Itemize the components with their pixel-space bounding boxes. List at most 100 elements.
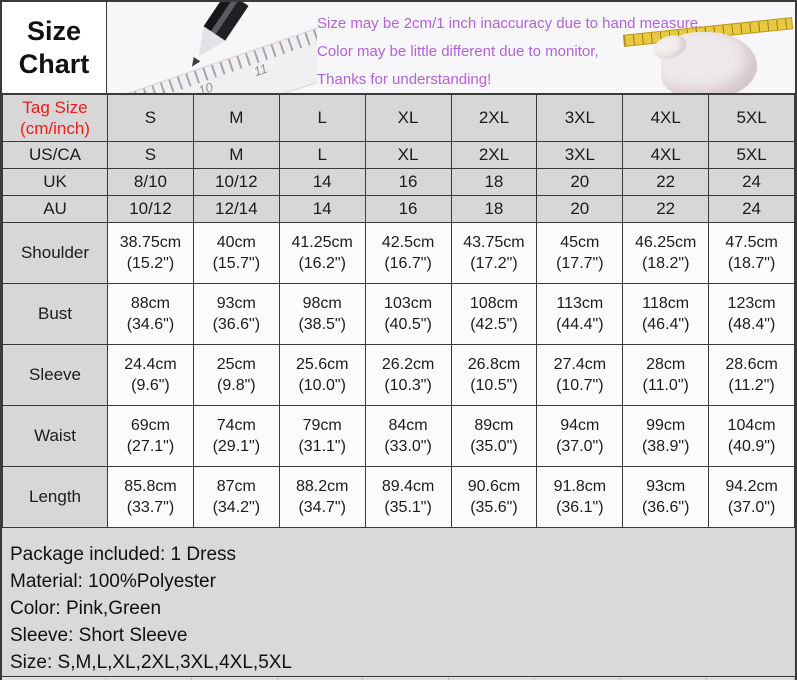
cell-uk-2XL: 18 xyxy=(450,168,538,196)
cell-waist-2XL: 89cm (35.0") xyxy=(450,405,538,467)
cell-tag-size-2XL: 2XL xyxy=(450,94,538,142)
cell-sleeve-4XL: 28cm (11.0") xyxy=(622,344,710,406)
row-label-tag-size: Tag Size (cm/inch) xyxy=(2,94,108,142)
cell-shoulder-5XL: 47.5cm (18.7") xyxy=(708,222,795,284)
cell-bust-S: 88cm (34.6") xyxy=(107,283,194,345)
measure-disclaimer: Size may be 2cm/1 inch inaccuracy due to… xyxy=(317,10,702,93)
cell-sleeve-S: 24.4cm (9.6") xyxy=(107,344,194,406)
info-line: Color: Pink,Green xyxy=(10,598,162,619)
cell-length-M: 87cm (34.2") xyxy=(192,466,280,528)
cell-uk-L: 14 xyxy=(278,168,366,196)
cell-tag-size-M: M xyxy=(192,94,280,142)
cell-tag-size-3XL: 3XL xyxy=(536,94,624,142)
cell-sleeve-2XL: 26.8cm (10.5") xyxy=(450,344,538,406)
cell-au-M: 12/14 xyxy=(192,195,280,223)
cell-waist-3XL: 94cm (37.0") xyxy=(536,405,624,467)
cell-length-XL: 89.4cm (35.1") xyxy=(364,466,452,528)
cell-tag-size-XL: XL xyxy=(364,94,452,142)
cell-tag-size-L: L xyxy=(278,94,366,142)
cell-bust-5XL: 123cm (48.4") xyxy=(708,283,795,345)
info-line: Size: S,M,L,XL,2XL,3XL,4XL,5XL xyxy=(10,652,293,673)
cell-waist-5XL: 104cm (40.9") xyxy=(708,405,795,467)
cell-waist-XL: 84cm (33.0") xyxy=(364,405,452,467)
hand-ruler-photo xyxy=(620,16,795,93)
cell-shoulder-M: 40cm (15.7") xyxy=(192,222,280,284)
cell-shoulder-S: 38.75cm (15.2") xyxy=(107,222,194,284)
info-line: Package included: 1 Dress xyxy=(10,544,237,565)
cell-bust-XL: 103cm (40.5") xyxy=(364,283,452,345)
cell-sleeve-M: 25cm (9.8") xyxy=(192,344,280,406)
table-row-shoulder: Shoulder 38.75cm (15.2") 40cm (15.7") 41.25cm… xyxy=(2,222,795,284)
cell-shoulder-XL: 42.5cm (16.7") xyxy=(364,222,452,284)
table-row-us-ca: US/CA S M L XL 2XL 3XL 4XL 5XL xyxy=(2,141,795,169)
cell-au-4XL: 22 xyxy=(622,195,710,223)
cell-au-L: 14 xyxy=(278,195,366,223)
cell-us-ca-L: L xyxy=(278,141,366,169)
cell-sleeve-XL: 26.2cm (10.3") xyxy=(364,344,452,406)
partial-grid-strip xyxy=(2,676,795,680)
header-banner: 9 10 11 Size may be 2cm/1 inch inaccurac… xyxy=(107,2,795,93)
cell-waist-M: 74cm (29.1") xyxy=(192,405,280,467)
info-line: Sleeve: Short Sleeve xyxy=(10,625,188,646)
cell-waist-4XL: 99cm (38.9") xyxy=(622,405,710,467)
cell-length-3XL: 91.8cm (36.1") xyxy=(536,466,624,528)
cell-tag-size-4XL: 4XL xyxy=(622,94,710,142)
product-info: Package included: 1 Dress Material: 100%P… xyxy=(2,528,795,676)
cell-bust-L: 98cm (38.5") xyxy=(278,283,366,345)
cell-length-5XL: 94.2cm (37.0") xyxy=(708,466,795,528)
cell-uk-4XL: 22 xyxy=(622,168,710,196)
cell-waist-L: 79cm (31.1") xyxy=(278,405,366,467)
info-line: Material: 100%Polyester xyxy=(10,571,216,592)
cell-au-2XL: 18 xyxy=(450,195,538,223)
header-banner-row: Size Chart 9 10 11 Size may xyxy=(2,2,795,94)
table-row-sleeve: Sleeve 24.4cm (9.6") 25cm (9.8") 25.6cm (10.0"… xyxy=(2,344,795,406)
cell-length-S: 85.8cm (33.7") xyxy=(107,466,194,528)
table-row-tag-size: Tag Size (cm/inch) S M L XL 2XL 3XL 4XL 5XL xyxy=(2,94,795,142)
cell-bust-M: 93cm (36.6") xyxy=(192,283,280,345)
cell-us-ca-M: M xyxy=(192,141,280,169)
cell-bust-2XL: 108cm (42.5") xyxy=(450,283,538,345)
cell-tag-size-5XL: 5XL xyxy=(708,94,795,142)
row-label-us-ca: US/CA xyxy=(2,141,108,169)
disclaimer-line: Thanks for understanding! xyxy=(317,71,492,88)
cell-sleeve-L: 25.6cm (10.0") xyxy=(278,344,366,406)
cell-uk-XL: 16 xyxy=(364,168,452,196)
cell-tag-size-S: S xyxy=(107,94,194,142)
cell-sleeve-5XL: 28.6cm (11.2") xyxy=(708,344,795,406)
pencil-ruler-photo: 9 10 11 xyxy=(107,2,317,93)
row-label-shoulder: Shoulder xyxy=(2,222,108,284)
cell-waist-S: 69cm (27.1") xyxy=(107,405,194,467)
cell-shoulder-L: 41.25cm (16.2") xyxy=(278,222,366,284)
cell-us-ca-4XL: 4XL xyxy=(622,141,710,169)
cell-shoulder-2XL: 43.75cm (17.2") xyxy=(450,222,538,284)
row-label-sleeve: Sleeve xyxy=(2,344,108,406)
row-label-waist: Waist xyxy=(2,405,108,467)
cell-au-3XL: 20 xyxy=(536,195,624,223)
cell-sleeve-3XL: 27.4cm (10.7") xyxy=(536,344,624,406)
cell-length-4XL: 93cm (36.6") xyxy=(622,466,710,528)
cell-shoulder-3XL: 45cm (17.7") xyxy=(536,222,624,284)
disclaimer-line: Color may be little different due to mon… xyxy=(317,43,599,60)
table-row-uk: UK 8/10 10/12 14 16 18 20 22 24 xyxy=(2,168,795,196)
row-label-bust: Bust xyxy=(2,283,108,345)
cell-length-L: 88.2cm (34.7") xyxy=(278,466,366,528)
cell-au-XL: 16 xyxy=(364,195,452,223)
cell-length-2XL: 90.6cm (35.6") xyxy=(450,466,538,528)
table-row-waist: Waist 69cm (27.1") 74cm (29.1") 79cm (31.1") 84… xyxy=(2,405,795,467)
cell-us-ca-3XL: 3XL xyxy=(536,141,624,169)
cell-uk-5XL: 24 xyxy=(708,168,795,196)
cell-bust-4XL: 118cm (46.4") xyxy=(622,283,710,345)
cell-us-ca-S: S xyxy=(107,141,194,169)
size-chart-table: Tag Size (cm/inch) S M L XL 2XL 3XL 4XL 5XL US/CA S… xyxy=(2,94,795,528)
row-label-length: Length xyxy=(2,466,108,528)
cell-au-5XL: 24 xyxy=(708,195,795,223)
cell-bust-3XL: 113cm (44.4") xyxy=(536,283,624,345)
page-title: Size Chart xyxy=(2,2,107,93)
cell-uk-S: 8/10 xyxy=(107,168,194,196)
table-row-length: Length 85.8cm (33.7") 87cm (34.2") 88.2cm (34.… xyxy=(2,466,795,528)
cell-au-S: 10/12 xyxy=(107,195,194,223)
row-label-uk: UK xyxy=(2,168,108,196)
cell-uk-3XL: 20 xyxy=(536,168,624,196)
cell-shoulder-4XL: 46.25cm (18.2") xyxy=(622,222,710,284)
cell-us-ca-XL: XL xyxy=(364,141,452,169)
